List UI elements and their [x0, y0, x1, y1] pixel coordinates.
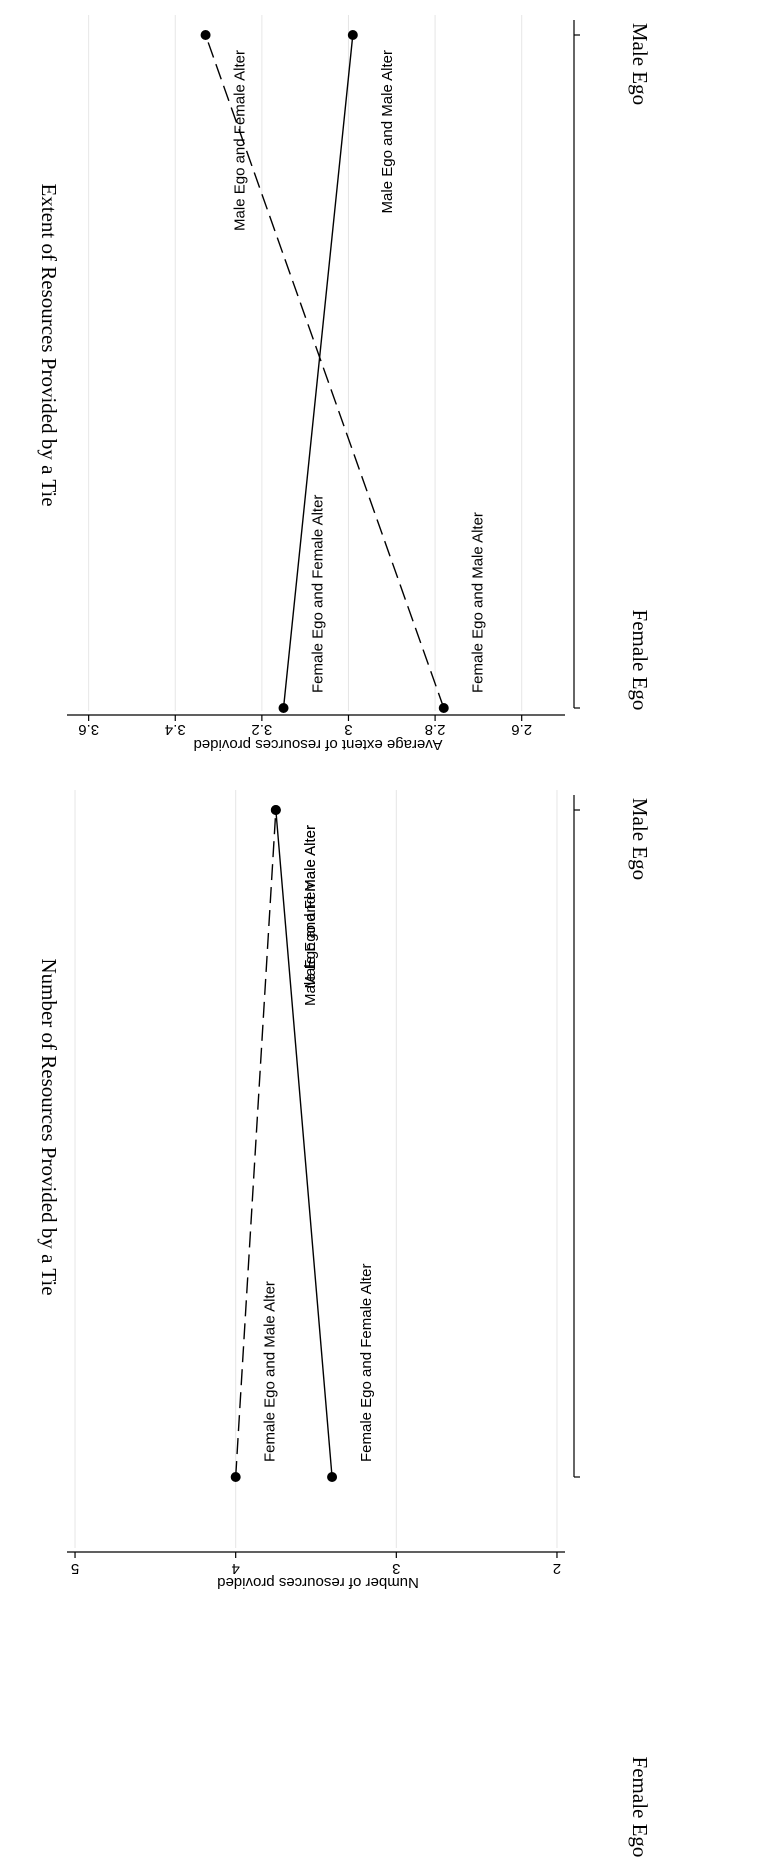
chart-1: 2.6 2.8 3 3.2 3.4 3.6 Female Ego Male Ego Extent… [37, 15, 652, 753]
chart-2: 2 3 4 5 Female Ego Male Ego Number of Resource… [37, 790, 652, 1857]
series-label: Male Ego and Female Alter [302, 825, 319, 1006]
value-tick-label: 2.8 [425, 721, 446, 738]
value-tick-label: 5 [71, 1560, 79, 1577]
value-tick-label: 3 [392, 1560, 400, 1577]
series-line-solid [275, 809, 333, 1478]
value-tick-label: 3.6 [78, 721, 99, 738]
data-point [438, 703, 449, 713]
series-label: Female Ego and Female Alter [309, 495, 326, 693]
value-tick-label: 2.6 [511, 721, 532, 738]
category-label: Female Ego [628, 1757, 652, 1858]
series-label: Female Ego and Male Alter [262, 1281, 279, 1462]
series-label: Male Ego and Female Alter [232, 50, 249, 231]
data-point [347, 30, 358, 40]
series-label: Female Ego and Male Alter [470, 512, 487, 693]
category-label: Female Ego [628, 610, 652, 711]
series-label: Male Ego and Male Alter [302, 825, 319, 988]
category-label: Male Ego [628, 23, 652, 105]
data-point [270, 805, 281, 815]
data-point [230, 1472, 241, 1482]
value-tick-label: 3 [344, 721, 352, 738]
data-point [200, 30, 211, 40]
series-label: Female Ego and Female Alter [358, 1264, 375, 1462]
value-tick-label: 4 [232, 1560, 240, 1577]
chart-title: Number of Resources Provided by a Tie [37, 958, 61, 1295]
value-tick-label: 3.4 [165, 721, 186, 738]
data-point [327, 1472, 338, 1482]
data-point [278, 703, 289, 713]
category-label: Male Ego [628, 798, 652, 880]
series-line-solid [282, 34, 354, 709]
value-tick-label: 3.2 [251, 721, 272, 738]
series-line-dashed [234, 809, 277, 1478]
series-label: Male Ego and Male Alter [379, 50, 396, 213]
chart-title: Extent of Resources Provided by a Tie [37, 183, 61, 506]
series-line-dashed [204, 34, 445, 709]
value-axis-label: Average extent of resources provided [193, 736, 442, 753]
value-axis-label: Number of resources provided [217, 1574, 419, 1591]
value-tick-label: 2 [553, 1560, 561, 1577]
